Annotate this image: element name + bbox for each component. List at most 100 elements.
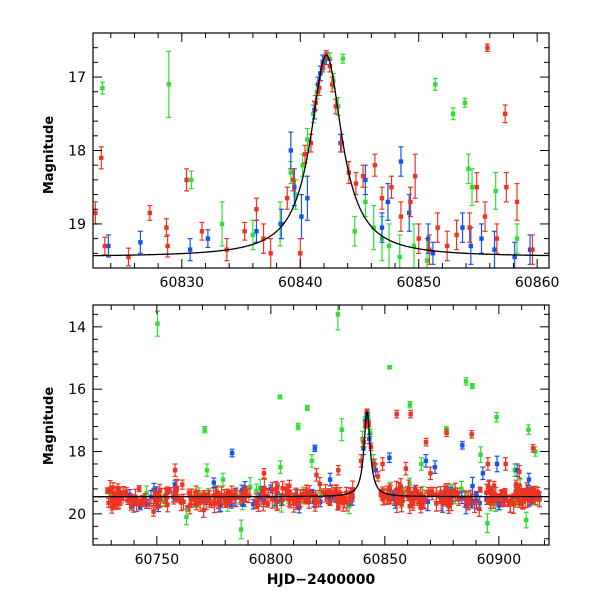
bottom-green-point — [407, 402, 413, 407]
bottom-red-point — [253, 500, 259, 506]
bottom-red-point — [455, 491, 460, 496]
top-blue-point — [407, 210, 412, 216]
top-blue-point — [385, 199, 391, 205]
bottom-red-point — [393, 497, 398, 502]
bottom-red-point — [514, 491, 519, 497]
top-blue-point — [305, 196, 310, 201]
top-y-tick-label: 17 — [68, 70, 86, 86]
bottom-red-point — [385, 495, 390, 500]
bottom-red-point — [342, 497, 348, 502]
top-red-point — [389, 185, 394, 190]
bottom-red-point — [303, 498, 309, 504]
bottom-red-point — [491, 483, 497, 488]
bottom-panel-full-light-curve: 60750 60800 60850 60900 14 16 18 20 — [68, 304, 550, 568]
top-red-point — [268, 251, 273, 256]
bottom-red-point — [298, 496, 303, 501]
bottom-red-point — [291, 501, 296, 506]
top-red-point — [416, 236, 421, 241]
top-red-point — [379, 196, 385, 201]
bottom-green-point — [360, 436, 365, 442]
bottom-blue-point — [137, 504, 143, 509]
top-green-point — [219, 221, 225, 227]
bottom-red-point — [451, 489, 456, 494]
top-x-tick-label: 60840 — [278, 275, 323, 291]
top-green-point — [189, 177, 194, 183]
bottom-blue-point — [312, 446, 318, 451]
bottom-red-point — [189, 495, 194, 501]
bottom-red-point — [394, 411, 399, 417]
bottom-blue-point — [144, 501, 149, 507]
bottom-red-point — [336, 467, 341, 473]
top-red-point — [99, 155, 104, 161]
bottom-blue-point — [474, 498, 479, 503]
bottom-red-point — [142, 497, 148, 503]
bottom-red-point — [441, 495, 446, 500]
bottom-green-point — [524, 517, 529, 523]
bottom-green-point — [459, 486, 464, 492]
bottom-red-point — [209, 501, 214, 506]
bottom-y-axis-label: Magnitude — [42, 387, 57, 466]
bottom-red-point — [171, 493, 176, 499]
top-red-point — [261, 236, 266, 241]
bottom-red-point — [174, 486, 180, 492]
bottom-red-point — [394, 490, 399, 496]
bottom-red-point — [443, 485, 448, 490]
bottom-red-point — [380, 461, 385, 467]
bottom-red-point — [217, 495, 222, 501]
bottom-red-point — [314, 472, 319, 478]
top-red-point — [353, 181, 359, 186]
bottom-red-point — [511, 502, 516, 507]
top-x-tick-label: 60850 — [396, 275, 441, 291]
bottom-red-point — [513, 481, 519, 487]
top-red-point — [308, 140, 314, 146]
top-blue-point — [187, 247, 193, 252]
bottom-y-tick-label: 18 — [68, 444, 86, 460]
bottom-red-point — [516, 497, 521, 503]
bottom-red-point — [187, 503, 193, 508]
top-blue-point — [512, 254, 517, 260]
bottom-red-point — [157, 487, 163, 493]
bottom-blue-point — [327, 477, 333, 482]
bottom-red-point — [241, 492, 246, 497]
bottom-red-point — [136, 486, 142, 491]
top-model-curve — [93, 54, 549, 257]
bottom-red-point — [105, 488, 110, 493]
bottom-red-point — [313, 497, 318, 502]
bottom-blue-point — [432, 464, 438, 470]
top-red-point — [372, 162, 378, 168]
top-red-point — [102, 243, 108, 249]
top-green-point — [493, 188, 498, 194]
top-green-point — [386, 243, 392, 249]
top-red-point — [298, 251, 303, 256]
bottom-red-point — [329, 490, 335, 495]
top-green-point — [411, 243, 417, 249]
bottom-red-point — [434, 492, 439, 497]
bottom-green-point — [202, 427, 207, 432]
bottom-green-point — [296, 424, 301, 429]
bottom-red-point — [505, 498, 510, 504]
bottom-red-point — [438, 492, 443, 497]
top-red-point — [467, 225, 472, 230]
bottom-blue-point — [463, 503, 469, 509]
top-blue-point — [460, 225, 465, 230]
bottom-red-point — [304, 489, 309, 494]
top-red-point — [339, 140, 344, 146]
top-red-point — [485, 45, 490, 50]
bottom-red-point — [323, 491, 328, 496]
top-blue-point — [138, 240, 143, 245]
top-y-axis-label: Magnitude — [42, 116, 57, 195]
bottom-red-point — [207, 496, 212, 502]
bottom-model-curve — [93, 411, 549, 498]
bottom-red-point — [285, 490, 290, 496]
bottom-green-point — [470, 383, 475, 389]
bottom-red-point — [364, 408, 370, 414]
bottom-green-point — [273, 501, 278, 507]
top-red-point — [408, 199, 413, 205]
bottom-red-point — [193, 490, 199, 496]
bottom-red-point — [306, 497, 311, 503]
bottom-red-point — [107, 487, 113, 492]
bottom-red-point — [508, 502, 513, 507]
bottom-red-point — [466, 501, 471, 506]
bottom-red-point — [387, 486, 393, 492]
